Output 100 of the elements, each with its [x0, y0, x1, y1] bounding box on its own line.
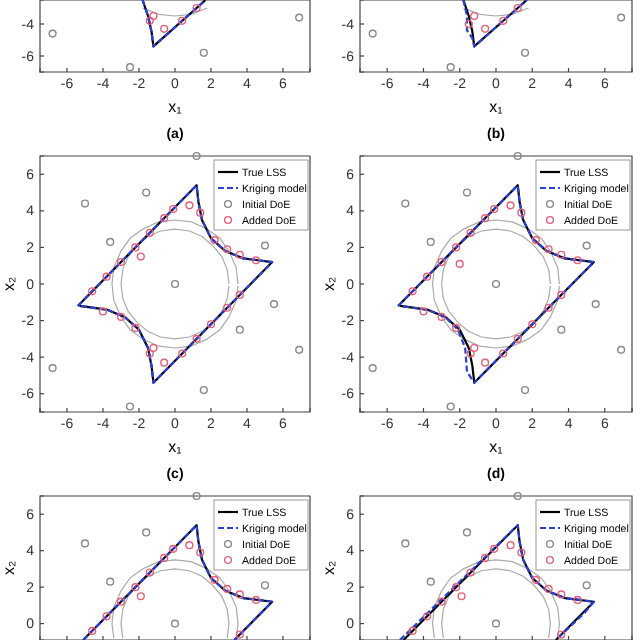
point [544, 303, 553, 312]
point [160, 358, 169, 367]
point [531, 236, 540, 245]
y-axis-title: x₂ [320, 560, 338, 576]
point [223, 303, 232, 312]
x-axis-title: x₁ [489, 98, 504, 116]
point [149, 11, 158, 21]
point [235, 590, 244, 599]
point [116, 597, 126, 606]
point [499, 16, 508, 25]
point [513, 334, 522, 343]
point [196, 208, 205, 217]
point [481, 24, 490, 33]
point [466, 568, 475, 577]
point [491, 279, 501, 289]
point [142, 188, 151, 197]
point [210, 236, 219, 245]
point [557, 590, 566, 599]
point [131, 583, 140, 592]
point [145, 228, 154, 237]
point [582, 241, 591, 250]
point [499, 349, 508, 358]
point [170, 279, 180, 289]
point [446, 63, 455, 72]
point [582, 581, 591, 590]
point [462, 188, 472, 197]
point [506, 201, 515, 210]
point [98, 307, 108, 316]
point [470, 11, 479, 21]
point [401, 199, 410, 208]
point [408, 287, 417, 296]
point [557, 250, 566, 259]
point [481, 358, 490, 367]
point [513, 3, 522, 13]
point [520, 48, 530, 57]
point [251, 595, 261, 604]
point [48, 364, 57, 373]
point [196, 548, 205, 557]
x-axis-title: x₁ [489, 438, 504, 456]
point [136, 252, 145, 261]
point [491, 619, 501, 628]
line-series [396, 184, 596, 384]
point [520, 385, 530, 395]
point [136, 592, 145, 601]
point [573, 595, 582, 604]
point [457, 592, 466, 601]
point [125, 63, 135, 72]
x-axis-title: x₁ [168, 98, 183, 116]
y-axis-title: x₂ [0, 276, 18, 292]
line-series [82, 524, 274, 640]
point [192, 3, 201, 13]
point [145, 568, 154, 577]
point [464, 19, 473, 29]
point [142, 528, 151, 537]
point [80, 199, 90, 208]
point [426, 237, 435, 247]
point [617, 13, 626, 22]
point [544, 245, 553, 254]
point [235, 250, 244, 259]
point [455, 259, 464, 268]
point [160, 24, 169, 33]
point [557, 290, 566, 300]
point [131, 323, 140, 332]
point [531, 575, 540, 584]
point [199, 48, 208, 57]
point [260, 581, 270, 590]
line-series [76, 184, 274, 384]
point [102, 612, 111, 621]
point [192, 491, 201, 501]
point [223, 245, 232, 254]
point [544, 584, 553, 594]
point [481, 553, 490, 563]
line-series [462, 0, 528, 48]
point [422, 612, 432, 621]
point [452, 323, 461, 332]
point [470, 343, 479, 353]
point [573, 256, 582, 265]
point [437, 257, 446, 267]
point [88, 626, 97, 635]
point [116, 312, 126, 322]
point [452, 583, 461, 592]
point [125, 402, 135, 411]
point [131, 243, 140, 252]
point [466, 349, 475, 358]
point [199, 385, 208, 395]
point [48, 29, 57, 38]
point [617, 345, 626, 354]
point [178, 349, 187, 358]
point [401, 539, 410, 548]
point [106, 237, 115, 247]
point [185, 201, 194, 210]
point [192, 151, 201, 161]
point [170, 619, 180, 628]
point [528, 320, 537, 329]
point [422, 272, 432, 281]
point [116, 257, 126, 267]
point [149, 343, 158, 353]
point [419, 307, 428, 316]
point [466, 228, 475, 237]
point [223, 584, 232, 594]
